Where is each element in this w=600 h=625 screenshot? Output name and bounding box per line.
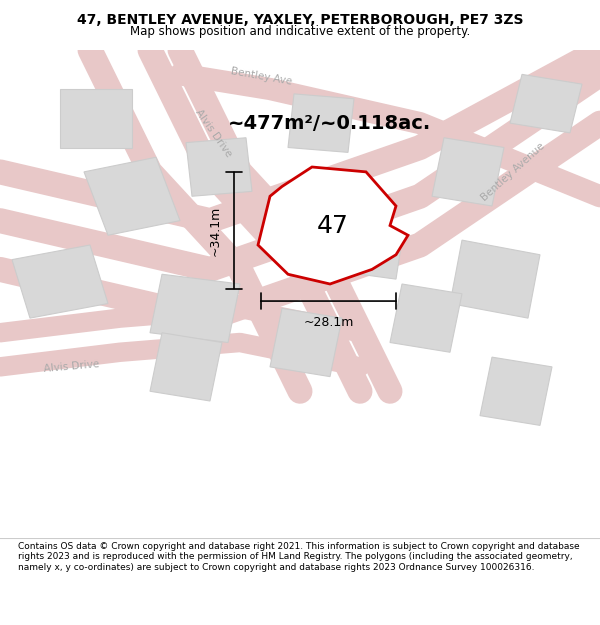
Polygon shape <box>186 138 252 196</box>
Text: Map shows position and indicative extent of the property.: Map shows position and indicative extent… <box>130 24 470 38</box>
Polygon shape <box>432 138 504 206</box>
Polygon shape <box>150 332 222 401</box>
Polygon shape <box>450 240 540 318</box>
Polygon shape <box>150 274 240 342</box>
Polygon shape <box>60 89 132 148</box>
Text: Alvis Drive: Alvis Drive <box>44 359 100 374</box>
Polygon shape <box>390 284 462 352</box>
Text: 47, BENTLEY AVENUE, YAXLEY, PETERBOROUGH, PE7 3ZS: 47, BENTLEY AVENUE, YAXLEY, PETERBOROUGH… <box>77 12 523 26</box>
Polygon shape <box>360 235 402 279</box>
Text: ~34.1m: ~34.1m <box>209 205 222 256</box>
Text: Bentley Ave: Bentley Ave <box>230 66 292 87</box>
Polygon shape <box>510 74 582 133</box>
Text: Bentley Avenue: Bentley Avenue <box>479 141 547 203</box>
Polygon shape <box>480 357 552 426</box>
Text: Contains OS data © Crown copyright and database right 2021. This information is : Contains OS data © Crown copyright and d… <box>18 542 580 572</box>
Polygon shape <box>84 158 180 235</box>
Text: Alvis Drive: Alvis Drive <box>193 107 233 159</box>
Polygon shape <box>270 308 342 377</box>
Polygon shape <box>12 245 108 318</box>
Text: ~28.1m: ~28.1m <box>304 316 353 329</box>
Text: ~477m²/~0.118ac.: ~477m²/~0.118ac. <box>228 114 431 132</box>
Text: 47: 47 <box>317 214 349 238</box>
Polygon shape <box>288 94 354 152</box>
Polygon shape <box>258 167 408 284</box>
